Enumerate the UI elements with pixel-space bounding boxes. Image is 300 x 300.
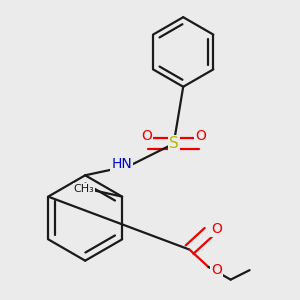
Text: O: O — [195, 129, 206, 143]
Text: S: S — [169, 136, 178, 151]
Text: CH₃: CH₃ — [74, 184, 94, 194]
Text: HN: HN — [111, 157, 132, 171]
Text: O: O — [211, 263, 222, 277]
Text: O: O — [211, 222, 222, 236]
Text: O: O — [141, 129, 152, 143]
